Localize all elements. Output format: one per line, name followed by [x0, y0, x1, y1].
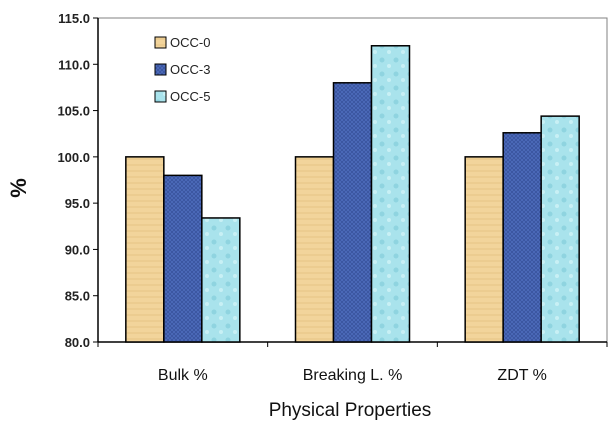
bar-occ-0-1 — [125, 156, 165, 343]
y-tick-label: 115.0 — [58, 11, 90, 26]
bar-occ-0-2 — [294, 156, 335, 343]
x-category-label: Bulk % — [158, 367, 208, 384]
bar-occ-5-2 — [370, 45, 411, 343]
legend-swatch-occ-0 — [154, 36, 167, 49]
bar-occ-5-3 — [540, 115, 580, 343]
x-axis-title: Physical Properties — [269, 400, 432, 421]
legend-label-occ-5: OCC-5 — [170, 89, 210, 104]
y-axis-title: % — [6, 178, 31, 198]
y-tick-label: 95.0 — [65, 196, 90, 211]
x-category-label: ZDT % — [497, 367, 546, 384]
bar-occ-5-1 — [201, 217, 241, 343]
legend: OCC-0 OCC-3 OCC-5 — [148, 27, 230, 105]
y-tick-label: 80.0 — [65, 335, 90, 350]
y-tick-label: 85.0 — [65, 289, 90, 304]
bar-occ-3-1 — [163, 174, 203, 343]
legend-label-occ-3: OCC-3 — [170, 62, 210, 77]
bars — [125, 45, 580, 343]
labels: 80.0 85.0 90.0 95.0 100.0 105.0 110.0 115.0 Bulk… — [6, 11, 547, 421]
bar-occ-3-3 — [502, 132, 542, 343]
y-tick-label: 100.0 — [57, 150, 90, 165]
legend-label-occ-0: OCC-0 — [170, 35, 210, 50]
y-tick-label: 105.0 — [57, 104, 90, 119]
y-tick-label: 90.0 — [65, 242, 90, 257]
bar-occ-3-2 — [332, 82, 373, 343]
y-tick-label: 110.0 — [58, 57, 90, 72]
bar-occ-0-3 — [464, 156, 504, 343]
legend-swatch-occ-5 — [154, 90, 167, 103]
legend-swatch-occ-3 — [154, 63, 167, 76]
x-category-label: Breaking L. % — [303, 367, 403, 384]
